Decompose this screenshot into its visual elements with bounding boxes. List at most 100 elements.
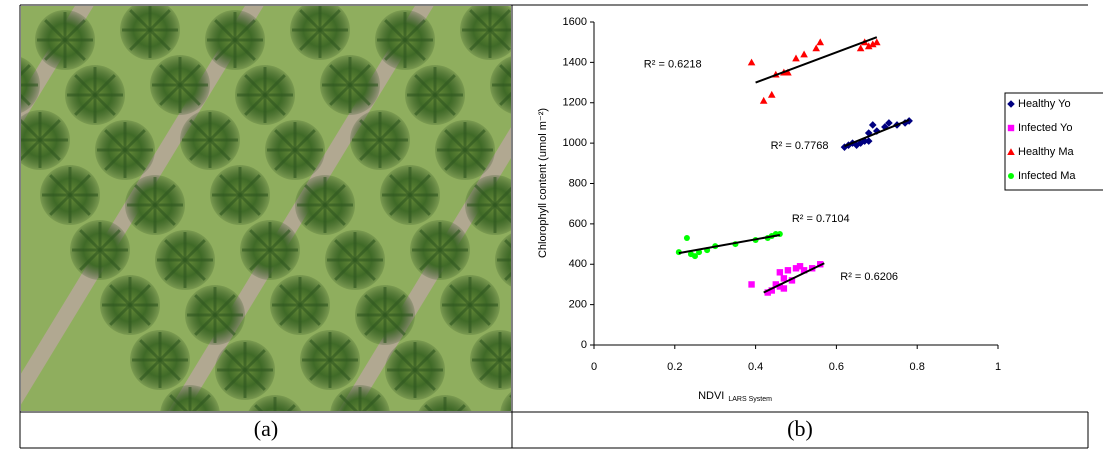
palm-frond	[403, 38, 426, 61]
palm-frond	[93, 93, 116, 116]
palm-frond	[159, 83, 182, 106]
r-squared-label: R² = 0.7104	[792, 213, 850, 225]
palm-frond	[595, 425, 615, 445]
palm-frond	[493, 203, 511, 224]
palm-tree	[585, 395, 645, 449]
palm-frond	[469, 9, 492, 32]
palm-frond	[191, 394, 211, 411]
palm-frond	[129, 28, 152, 51]
palm-frond	[565, 350, 585, 370]
palm-frond	[104, 129, 127, 152]
palm-frond	[68, 174, 91, 197]
point	[772, 281, 779, 288]
palm-frond	[21, 64, 31, 77]
palm-frond	[468, 284, 491, 307]
palm-frond	[224, 349, 247, 372]
palm-frond	[298, 303, 321, 326]
point	[816, 38, 825, 46]
y-tick-label: 1400	[563, 56, 587, 68]
palm-frond	[348, 64, 371, 87]
palm-frond	[580, 195, 600, 215]
palm-frond	[268, 229, 291, 252]
palm-frond	[498, 358, 511, 374]
palm-frond	[535, 315, 555, 335]
palm-frond	[318, 9, 341, 32]
palm-frond	[21, 93, 31, 106]
palm-frond	[463, 129, 486, 152]
palm-frond	[189, 138, 212, 161]
trend-line	[763, 262, 825, 294]
palm-frond	[329, 64, 352, 87]
palm-frond	[214, 38, 237, 61]
palm-frond	[170, 415, 190, 435]
point	[856, 44, 865, 52]
legend-marker	[1007, 100, 1015, 108]
point	[776, 269, 784, 276]
palm-frond	[610, 230, 630, 250]
palm-frond	[389, 174, 412, 197]
palm-frond	[68, 193, 91, 216]
point	[864, 137, 873, 145]
palm-frond	[590, 230, 610, 250]
palm-frond	[555, 315, 575, 335]
palm-frond	[670, 340, 690, 360]
palm-frond	[610, 250, 630, 270]
x-axis-label-sub: LARS System	[728, 396, 772, 403]
palm-tree	[580, 220, 640, 280]
point	[759, 96, 768, 104]
palm-frond	[520, 85, 540, 105]
palm-frond	[293, 148, 316, 171]
palm-frond	[263, 74, 286, 97]
y-tick-label: 200	[569, 299, 587, 311]
legend-box	[1004, 92, 1103, 191]
r-squared-label: R² = 0.7768	[771, 140, 829, 152]
palm-frond	[403, 19, 426, 42]
point	[784, 267, 792, 274]
palm-frond	[44, 38, 67, 61]
palm-frond	[183, 258, 206, 281]
palm-frond	[595, 405, 615, 425]
palm-frond	[238, 174, 261, 197]
palm-tree	[500, 391, 511, 411]
palm-frond	[299, 9, 322, 32]
point	[868, 121, 877, 129]
point	[792, 54, 800, 62]
palm-frond	[98, 229, 121, 252]
palm-frond	[244, 93, 267, 116]
point	[747, 58, 756, 66]
palm-frond	[479, 358, 502, 381]
palm-frond	[208, 138, 231, 161]
point	[800, 50, 808, 58]
palm-tree	[610, 275, 670, 335]
palm-frond	[413, 368, 436, 391]
palm-frond	[0, 65, 10, 85]
palm-frond	[474, 203, 497, 226]
y-tick-label: 0	[581, 339, 587, 351]
palm-frond	[328, 339, 351, 362]
palm-frond	[394, 349, 417, 372]
point	[788, 277, 796, 284]
palm-frond	[63, 38, 86, 61]
point	[873, 38, 881, 46]
palm-frond	[364, 313, 387, 336]
palm-frond	[63, 19, 86, 42]
palm-frond	[309, 358, 332, 381]
palm-frond	[504, 271, 511, 281]
palm-frond	[178, 64, 201, 87]
y-tick-label: 1200	[563, 97, 587, 109]
palm-frond	[183, 239, 206, 262]
palm-frond	[449, 303, 472, 326]
point	[764, 289, 771, 296]
palm-frond	[615, 405, 635, 425]
palm-frond	[444, 129, 467, 152]
palm-frond	[334, 239, 357, 262]
legend-label: Infected Ma	[1018, 170, 1076, 182]
x-axis-label-main: NDVI	[698, 390, 724, 402]
palm-frond	[479, 339, 502, 362]
palm-frond	[359, 119, 382, 142]
palm-frond	[279, 303, 302, 326]
palm-frond	[408, 174, 431, 197]
legend-label: Healthy Yo	[1018, 98, 1071, 110]
palm-frond	[128, 284, 151, 307]
